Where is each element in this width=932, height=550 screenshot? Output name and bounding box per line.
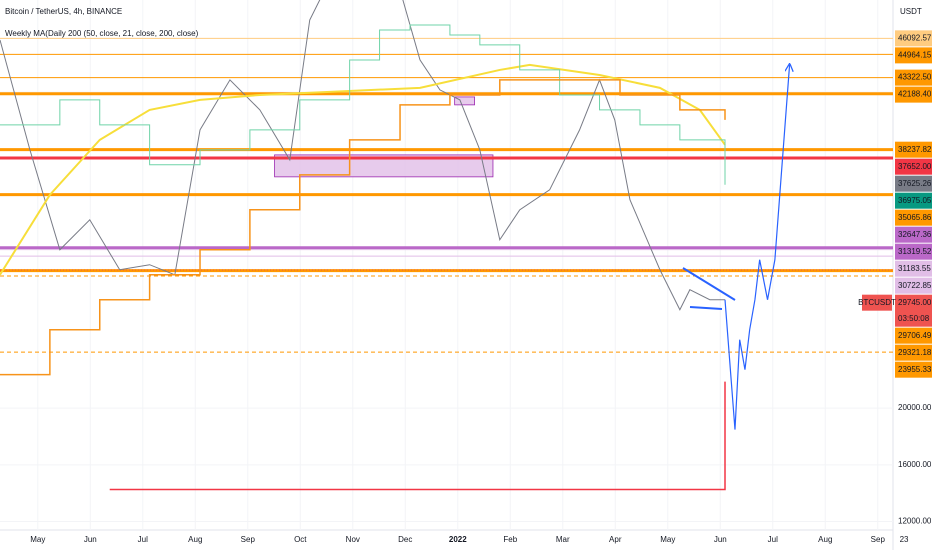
x-tick-label: Sep [241, 535, 256, 544]
series-line [0, 63, 726, 276]
x-tick-label: Feb [503, 535, 517, 544]
x-tick-label: Jul [768, 535, 778, 544]
price-tag-label: 29745.00 [898, 298, 932, 307]
price-tag [895, 192, 932, 209]
series-line [0, 0, 726, 311]
symbol-tag [862, 294, 892, 311]
price-tag [895, 243, 932, 260]
x-tick-label: 23 [900, 535, 909, 544]
price-tag [895, 86, 932, 103]
zone [454, 96, 475, 106]
x-tick-label: Nov [346, 535, 360, 544]
y-tick-label: 12000.00 [898, 517, 932, 526]
series-line [724, 65, 790, 430]
price-tag-label: 29321.18 [898, 348, 932, 357]
series-line [0, 79, 726, 376]
price-tag [895, 344, 932, 361]
price-tag [895, 69, 932, 86]
series-line [0, 24, 726, 185]
x-tick-label: Aug [188, 535, 202, 544]
price-tag-label: 42188.40 [898, 90, 932, 99]
price-tag-label: 44964.15 [898, 50, 932, 59]
price-tag-label: 43322.50 [898, 73, 932, 82]
price-tag [895, 47, 932, 64]
price-tag [895, 141, 932, 158]
zone [274, 154, 494, 178]
price-tag-label: 32647.36 [898, 230, 932, 239]
price-tag-label: 31183.55 [898, 264, 931, 273]
y-tick-label: 20000.00 [898, 403, 932, 412]
price-tag-label: 46092.57 [898, 33, 932, 42]
x-tick-label: May [660, 535, 675, 544]
countdown: 03:50:08 [898, 314, 930, 323]
price-tag [895, 361, 932, 378]
x-tick-label: Sep [871, 535, 886, 544]
x-tick-label: Dec [398, 535, 412, 544]
price-tag-label: 36975.05 [898, 196, 932, 205]
price-tag [895, 209, 932, 226]
x-tick-label: Oct [294, 535, 307, 544]
price-tag [895, 327, 932, 344]
triangle-drawing [682, 267, 736, 310]
price-tag [895, 226, 932, 243]
x-tick-label: May [30, 535, 45, 544]
x-tick-label: Jul [138, 535, 148, 544]
price-tag [895, 277, 932, 294]
price-tag-label: 35065.86 [898, 213, 932, 222]
price-tag-label: 37652.00 [898, 162, 932, 171]
y-tick-label: 16000.00 [898, 460, 932, 469]
x-tick-label: Jun [714, 535, 727, 544]
indicator-label: Weekly MA(Daily 200 (50, close, 21, clos… [5, 29, 199, 38]
price-tag-label: 23955.33 [898, 365, 932, 374]
price-tag-label: 31319.52 [898, 247, 932, 256]
price-tag-label: 29706.49 [898, 331, 932, 340]
symbol-label: BTCUSDT [858, 298, 896, 307]
price-tag-label: 37625.26 [898, 179, 932, 188]
x-tick-label: Aug [818, 535, 832, 544]
x-tick-label: Jun [84, 535, 97, 544]
x-tick-label: Apr [609, 535, 622, 544]
price-tag [895, 175, 932, 192]
price-tag [895, 158, 932, 175]
price-tag [895, 294, 932, 327]
unit-label: USDT [900, 7, 922, 16]
x-tick-label: Mar [556, 535, 570, 544]
price-tag [895, 260, 932, 277]
series-line [109, 381, 726, 491]
price-tag-label: 38237.82 [898, 145, 932, 154]
plot-area [0, 0, 893, 530]
price-tag [895, 30, 932, 47]
chart-title: Bitcoin / TetherUS, 4h, BINANCE [5, 7, 122, 16]
x-tick-label: 2022 [449, 535, 467, 544]
price-tag-label: 30722.85 [898, 281, 932, 290]
